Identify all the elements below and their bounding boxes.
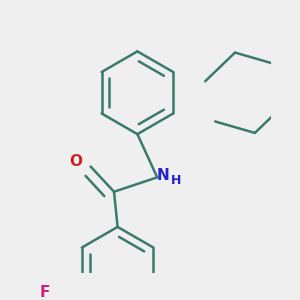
Text: F: F [40, 285, 50, 300]
Text: O: O [70, 154, 83, 169]
Text: N: N [156, 168, 169, 183]
Text: H: H [171, 174, 181, 187]
